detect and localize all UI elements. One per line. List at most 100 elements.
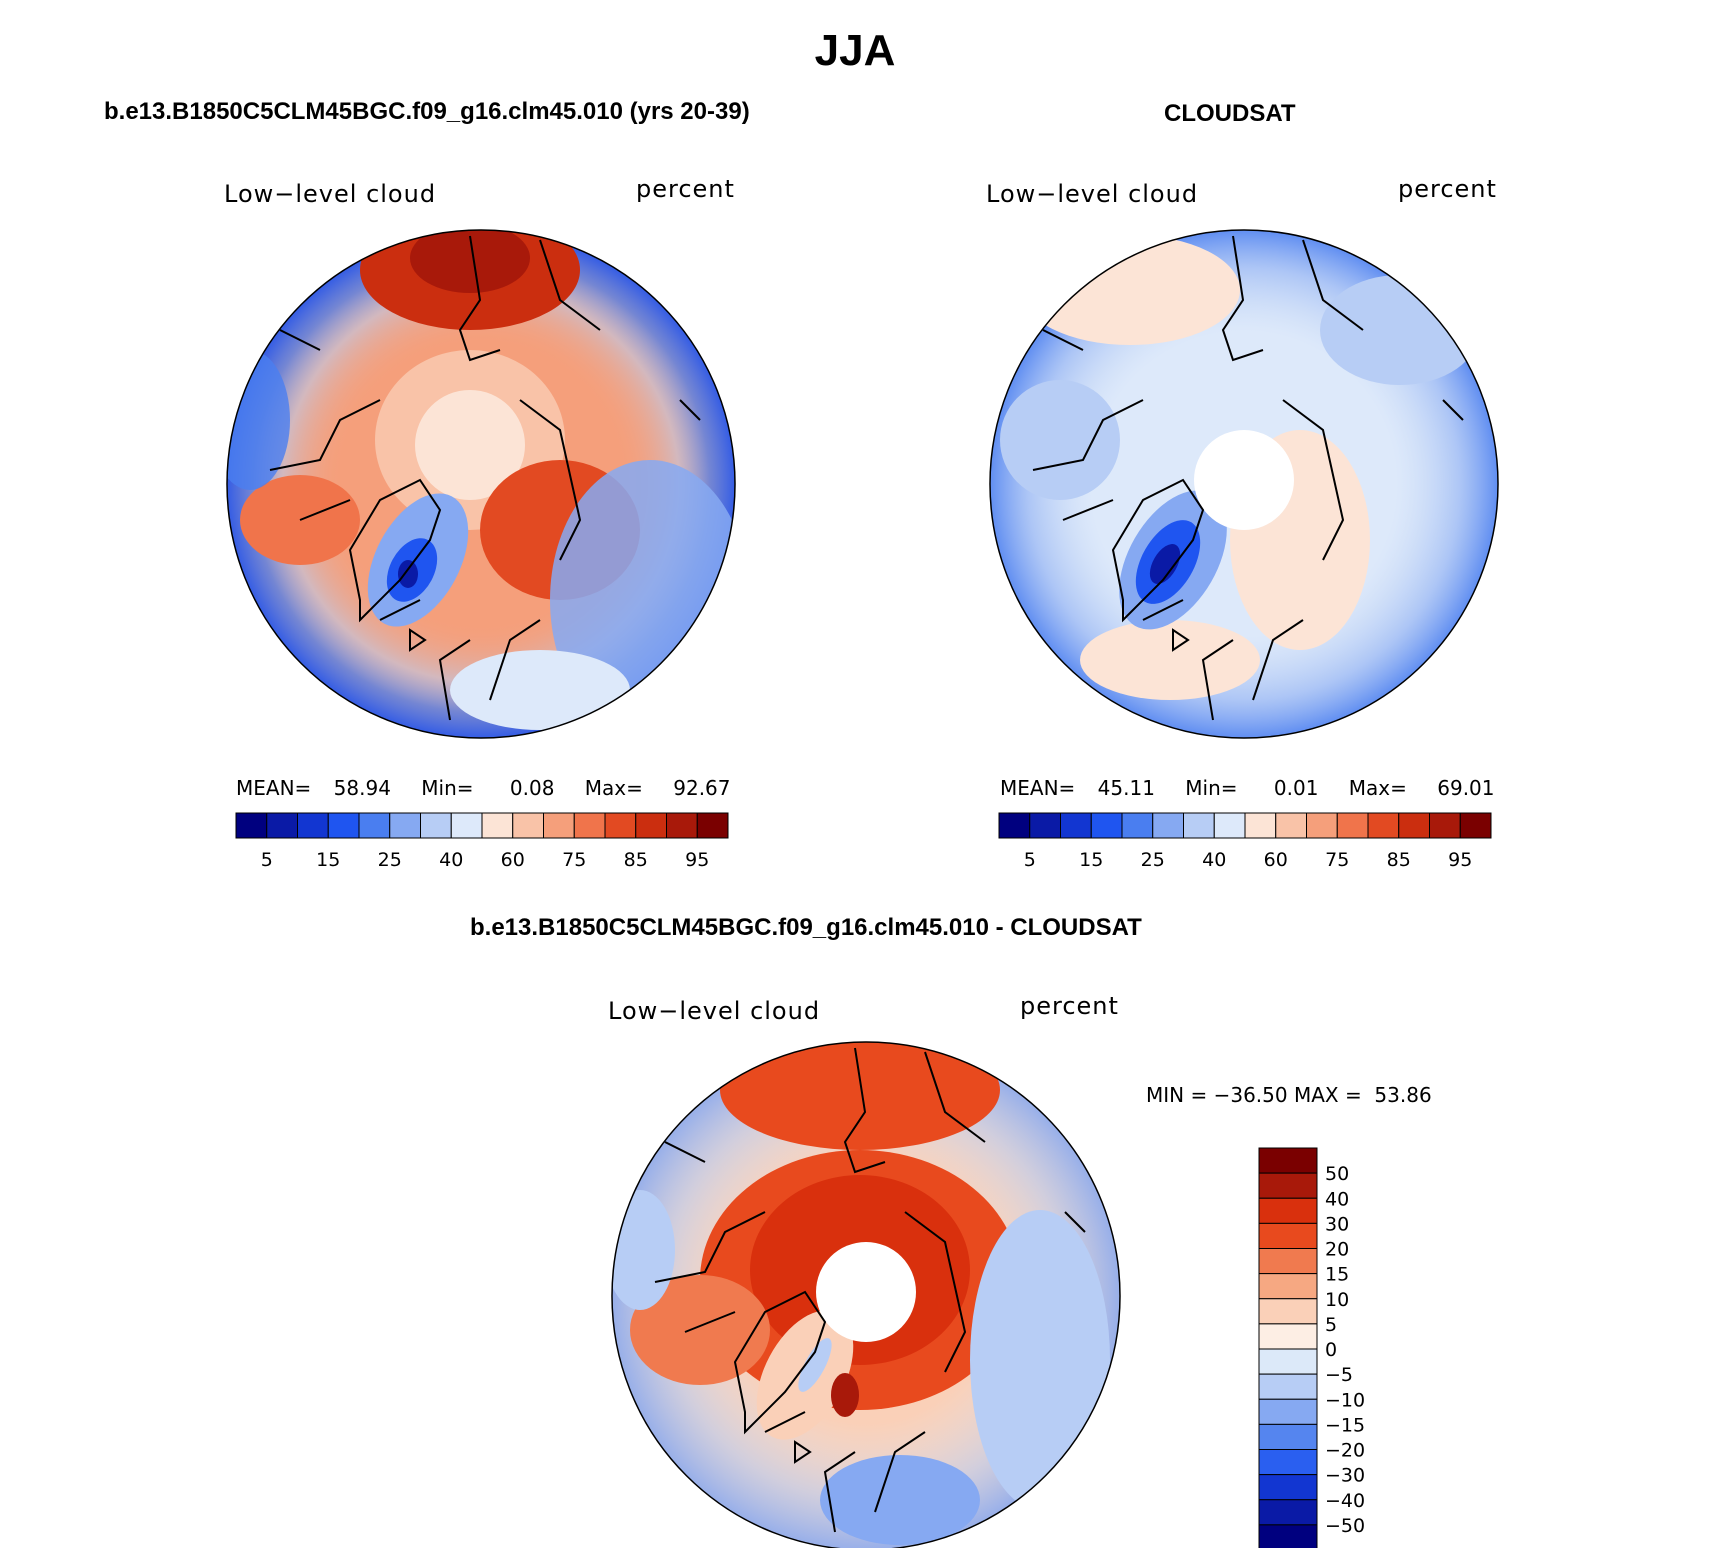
panel2-stats: MEAN= 45.11 Min= 0.01 Max= 69.01 [1000,776,1495,800]
panel1-colorbar-box [573,812,606,839]
panel1-colorbar-box [235,812,268,839]
panel2-map [989,229,1499,739]
panel1-colorbar-box [543,812,575,839]
panel1-max-label: Max= [584,776,643,800]
panel3-colorbar-tick-label: 50 [1325,1163,1349,1185]
panel3-title: b.e13.B1850C5CLM45BGC.f09_g16.clm45.010 … [470,914,1142,941]
panel3-min-max: MIN = −36.50 MAX = 53.86 [1146,1083,1432,1107]
panel1-colorbar-tick-label: 25 [378,849,402,871]
panel1-mean-label: MEAN= [236,776,312,800]
panel1-colorbar-box [512,812,544,839]
panel3-colorbar-box [1258,1474,1318,1501]
panel2-colorbar-box [1090,812,1123,839]
panel3-colorbar-box [1258,1197,1318,1224]
panel3-colorbar-tick-label: 40 [1325,1188,1349,1210]
panel1-colorbar-box [450,812,483,839]
panel3-colorbar-box [1258,1172,1318,1199]
panel3-colorbar-tick-label: 20 [1325,1239,1349,1261]
panel1-stats: MEAN= 58.94 Min= 0.08 Max= 92.67 [236,776,731,800]
panel3-map [611,1041,1121,1548]
panel2-colorbar-box [1398,812,1430,839]
panel1-colorbar-tick-label: 75 [562,849,586,871]
season-title: JJA [814,26,896,75]
panel2-colorbar-box [1183,812,1215,839]
panel1-colorbar-box [481,812,514,839]
panel1-colorbar-box [358,812,391,839]
panel1-colorbar-tick-label: 5 [261,849,273,871]
panel2-mean-label: MEAN= [1000,776,1076,800]
panel2-colorbar: 5 15 25 40 60 75 85 95 [998,812,1492,871]
panel3-units-label: percent [1020,992,1119,1020]
panel2-colorbar-tick-label: 85 [1387,849,1411,871]
panel2-min-label: Min= [1185,776,1238,800]
panel3-colorbar-box [1258,1147,1318,1174]
panel3-colorbar-box [1258,1373,1318,1400]
panel1-colorbar-box [420,812,452,839]
panel3-colorbar-box [1258,1449,1318,1476]
panel1-map [226,229,736,739]
panel3-colorbar-box [1258,1298,1318,1325]
panel3-colorbar-box [1258,1222,1318,1249]
panel2-colorbar-box [998,812,1031,839]
panel3-colorbar-tick-label: −40 [1325,1490,1365,1512]
panel3-colorbar-tick-label: 10 [1325,1289,1349,1311]
panel2-colorbar-box [1213,812,1246,839]
panel2-min-value: 0.01 [1273,776,1319,800]
panel2-colorbar-tick-label: 95 [1448,849,1472,871]
panel2-mean-value: 45.11 [1097,776,1155,800]
panel3-colorbar-box [1258,1524,1318,1548]
panel1-colorbar-box [266,812,298,839]
panel1-colorbar: 5 15 25 40 60 75 85 95 [235,812,729,871]
panel2-colorbar-box [1275,812,1307,839]
panel2-colorbar-tick-label: 15 [1079,849,1103,871]
panel1-colorbar-box [327,812,360,839]
panel1-variable-label: Low−level cloud [224,180,437,208]
panel2-colorbar-box [1029,812,1061,839]
panel2-units-label: percent [1398,175,1497,203]
panel1-colorbar-box [297,812,329,839]
panel3-colorbar-tick-label: −30 [1325,1465,1365,1487]
panel3-colorbar-box [1258,1398,1318,1425]
panel1-units-label: percent [636,175,735,203]
panel1-colorbar-tick-label: 85 [624,849,648,871]
panel2-colorbar-tick-label: 75 [1325,849,1349,871]
panel2-colorbar-box [1429,812,1461,839]
panel3-colorbar-tick-label: −5 [1325,1364,1353,1386]
panel3-colorbar-tick-label: −20 [1325,1440,1365,1462]
panel1-colorbar-tick-label: 15 [316,849,340,871]
panel2-colorbar-tick-label: 40 [1202,849,1226,871]
panel1-max-value: 92.67 [673,776,731,800]
panel2-colorbar-box [1121,812,1154,839]
panel2-colorbar-box [1336,812,1369,839]
panel3-colorbar-box [1258,1248,1318,1275]
panel1-mean-value: 58.94 [333,776,391,800]
panel3-colorbar-tick-label: −50 [1325,1515,1365,1537]
panel3-variable-label: Low−level cloud [608,997,821,1025]
panel1-colorbar-tick-label: 95 [685,849,709,871]
panel1-colorbar-box [604,812,637,839]
panel3-colorbar-tick-label: 0 [1325,1339,1337,1361]
panel3-colorbar-box [1258,1348,1318,1375]
panel3-colorbar-tick-label: 5 [1325,1314,1337,1336]
panel3-colorbar-tick-label: 30 [1325,1213,1349,1235]
panel3-colorbar-box [1258,1273,1318,1300]
panel2-colorbar-box [1060,812,1092,839]
panel1-title: b.e13.B1850C5CLM45BGC.f09_g16.clm45.010 … [104,98,750,125]
panel3-colorbar-box [1258,1323,1318,1350]
panel2-colorbar-box [1367,812,1400,839]
panel2-colorbar-tick-label: 60 [1264,849,1288,871]
panel3-colorbar-tick-label: −15 [1325,1414,1365,1436]
panel2-colorbar-box [1306,812,1338,839]
panel3-colorbar-tick-label: 15 [1325,1264,1349,1286]
panel1-colorbar-tick-label: 40 [439,849,463,871]
panel1-colorbar-box [389,812,421,839]
panel1-colorbar-box [635,812,667,839]
panel1-min-label: Min= [421,776,474,800]
panel1-colorbar-tick-label: 60 [501,849,525,871]
panel1-colorbar-box [666,812,698,839]
panel1-min-value: 0.08 [509,776,555,800]
panel2-colorbar-tick-label: 25 [1141,849,1165,871]
panel2-colorbar-box [1152,812,1184,839]
